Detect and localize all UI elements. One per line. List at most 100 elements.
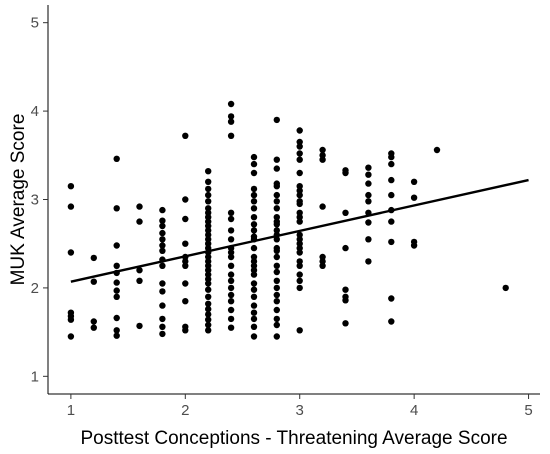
data-point [227, 315, 235, 323]
data-point [273, 277, 280, 284]
data-point [296, 191, 303, 199]
data-point [205, 218, 212, 225]
data-point [319, 253, 326, 261]
data-point [113, 332, 120, 339]
data-point [113, 155, 120, 162]
data-point [296, 127, 303, 134]
data-point [113, 205, 120, 212]
data-point [205, 222, 212, 230]
data-point [182, 262, 189, 269]
data-point [205, 311, 212, 318]
data-point [296, 262, 303, 269]
data-point [319, 203, 326, 210]
y-ticks: 1 2 3 4 5 [31, 15, 48, 385]
data-point [273, 298, 280, 305]
data-point [273, 198, 280, 205]
data-point [250, 293, 258, 300]
data-point [342, 209, 349, 216]
data-point [410, 242, 418, 249]
data-point [250, 315, 258, 323]
data-point [388, 295, 395, 302]
plot-marks [67, 100, 529, 340]
data-point [205, 185, 212, 193]
data-point [205, 286, 212, 293]
data-point [250, 309, 258, 316]
data-point [296, 209, 303, 216]
data-point [273, 315, 280, 323]
data-point [182, 258, 189, 265]
data-point [182, 327, 189, 334]
x-tick-label: 4 [410, 402, 418, 419]
y-axis-title: MUK Average Score [8, 114, 29, 286]
data-point [159, 262, 166, 269]
data-point [250, 267, 258, 274]
data-point [205, 253, 212, 261]
data-point [182, 196, 189, 203]
data-point [159, 330, 166, 338]
data-point [67, 183, 75, 190]
x-tick-label: 3 [296, 402, 304, 419]
data-point [113, 242, 120, 249]
data-point [227, 100, 235, 108]
data-point [250, 185, 258, 193]
data-point [227, 324, 235, 331]
data-point [227, 249, 235, 256]
data-point [205, 191, 212, 199]
data-point [113, 293, 120, 300]
data-point [319, 258, 326, 265]
data-point [159, 222, 166, 230]
data-point [250, 253, 258, 261]
data-point [365, 180, 372, 187]
data-point [159, 302, 166, 309]
data-point [273, 214, 280, 221]
data-point [205, 205, 212, 212]
data-point [113, 287, 120, 294]
data-point [159, 206, 166, 214]
data-point [113, 262, 120, 269]
data-point [159, 280, 166, 287]
data-point [296, 231, 303, 239]
data-point [296, 236, 303, 243]
data-point [227, 284, 235, 292]
data-point [319, 156, 326, 163]
data-point [365, 191, 372, 199]
data-point [296, 156, 303, 163]
data-point [159, 323, 166, 330]
data-point [159, 247, 166, 254]
data-point [250, 323, 258, 330]
data-point [273, 165, 280, 172]
data-point [205, 293, 212, 300]
data-point [296, 138, 303, 146]
data-point [296, 183, 303, 190]
data-point [227, 291, 235, 299]
data-point [113, 314, 120, 322]
data-point [250, 191, 258, 199]
data-point [205, 236, 212, 243]
x-tick-label: 1 [67, 402, 75, 419]
data-point [273, 253, 280, 261]
data-point [365, 198, 372, 205]
data-point [296, 187, 303, 194]
data-point [273, 262, 280, 269]
x-ticks: 1 2 3 4 5 [67, 394, 533, 419]
data-point [205, 168, 212, 175]
data-point [365, 164, 372, 171]
data-point [250, 244, 258, 252]
data-point [205, 240, 212, 247]
y-tick-label: 4 [31, 103, 39, 120]
data-point [273, 333, 280, 340]
data-point [227, 209, 235, 216]
y-tick-label: 5 [31, 15, 39, 32]
data-point [159, 229, 166, 237]
data-point [296, 271, 303, 278]
data-point [159, 236, 166, 243]
data-point [273, 221, 280, 228]
data-point [67, 333, 75, 340]
data-point [296, 240, 303, 247]
data-point [319, 152, 326, 159]
data-point [365, 258, 372, 265]
data-point [159, 288, 166, 295]
data-point [273, 284, 280, 292]
data-point [227, 227, 235, 234]
